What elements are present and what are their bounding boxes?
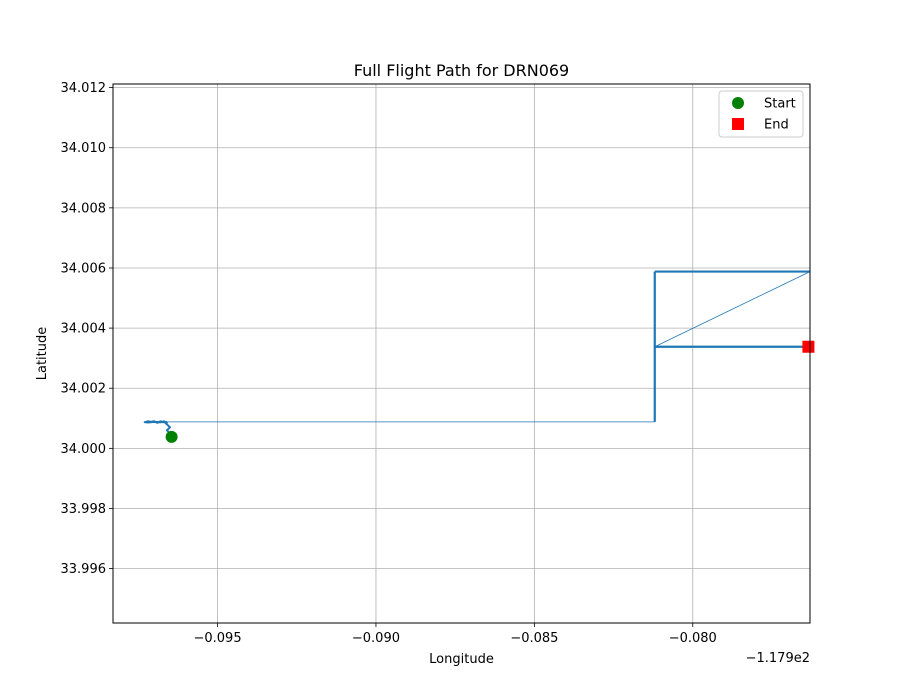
- x-tick-label: −0.090: [352, 631, 400, 646]
- y-axis-label: Latitude: [35, 327, 50, 381]
- y-tick-label: 34.000: [61, 442, 107, 457]
- chart-title: Full Flight Path for DRN069: [354, 61, 569, 80]
- y-axis-ticks: 33.996 33.998 34.000 34.002 34.004 34.006 34.0…: [61, 81, 113, 577]
- x-axis-offset: −1.179e2: [746, 651, 810, 666]
- y-tick-label: 34.004: [61, 322, 107, 337]
- flight-path-series: [143, 270, 811, 435]
- y-tick-label: 34.006: [61, 261, 107, 276]
- y-tick-label: 34.012: [61, 81, 107, 96]
- x-axis-label: Longitude: [429, 652, 494, 667]
- x-tick-label: −0.085: [510, 631, 558, 646]
- y-tick-label: 34.008: [61, 201, 107, 216]
- x-tick-label: −0.080: [669, 631, 717, 646]
- flight-path-segment: [654, 271, 811, 348]
- legend: Start End: [718, 90, 804, 138]
- end-marker: [802, 340, 815, 353]
- y-tick-label: 33.998: [61, 502, 107, 517]
- x-tick-label: −0.095: [193, 631, 241, 646]
- start-marker: [165, 430, 178, 443]
- legend-end-swatch: [732, 118, 744, 130]
- y-tick-label: 34.010: [61, 141, 107, 156]
- endpoint-markers: [165, 340, 815, 443]
- plot-frame: [112, 83, 811, 624]
- legend-label: End: [764, 118, 789, 133]
- flight-path-segment: [143, 420, 172, 435]
- legend-start-swatch: [732, 97, 744, 109]
- legend-label: Start: [764, 97, 796, 112]
- y-tick-label: 33.996: [61, 562, 107, 577]
- grid-lines: [113, 84, 810, 623]
- y-tick-label: 34.002: [61, 382, 107, 397]
- x-axis-ticks: −0.095 −0.090 −0.085 −0.080: [193, 623, 717, 646]
